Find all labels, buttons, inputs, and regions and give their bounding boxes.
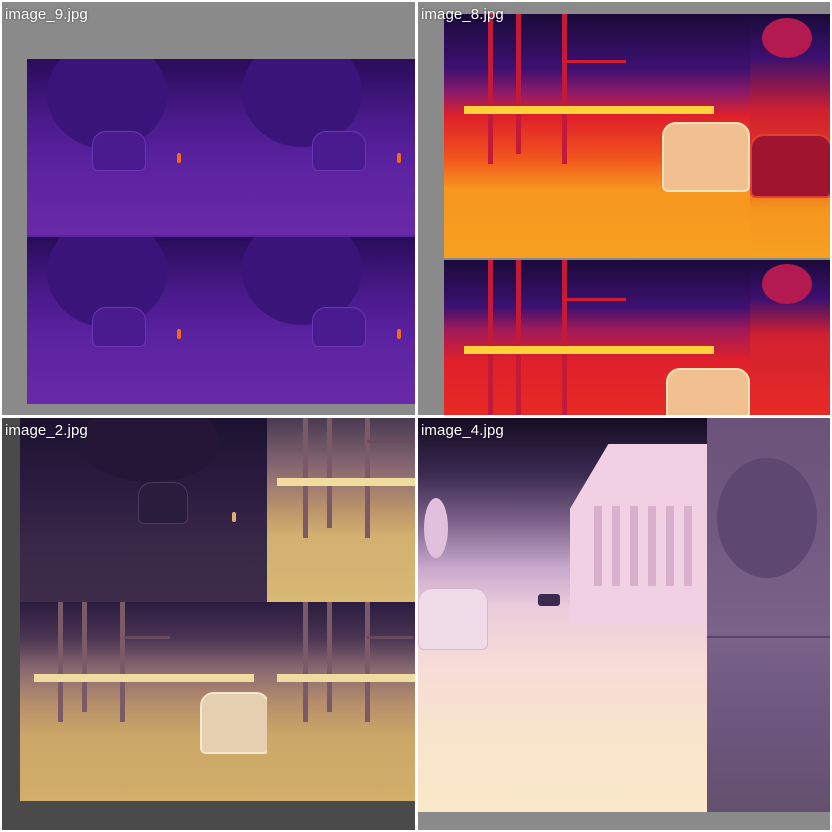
light-pole <box>82 602 87 712</box>
hot-stripe <box>464 106 714 114</box>
light-pole <box>516 14 521 154</box>
light-pole <box>562 260 567 415</box>
signal-arm <box>124 636 170 639</box>
hot-stripe <box>277 478 415 486</box>
light-pole <box>562 14 567 164</box>
image-tile-image-9[interactable]: image_9.jpg <box>2 2 415 415</box>
hot-stripe <box>277 674 415 682</box>
light-pole <box>516 260 521 415</box>
mosaic-panel <box>418 418 707 812</box>
light-pole <box>488 14 493 164</box>
car <box>662 122 750 192</box>
image-tile-image-4[interactable]: image_4.jpg <box>418 418 830 830</box>
light-pole <box>120 602 125 722</box>
thermal-image <box>444 14 830 415</box>
image-tile-image-2[interactable]: image_2.jpg <box>2 418 415 830</box>
signal-arm <box>564 60 626 63</box>
car <box>666 368 750 415</box>
palm-tree <box>762 264 812 304</box>
car <box>200 692 267 754</box>
tree-silhouette <box>424 498 448 558</box>
mosaic-panel <box>27 59 415 235</box>
hot-spot <box>232 512 236 522</box>
curb-line <box>707 636 830 638</box>
signal-arm <box>564 298 626 301</box>
mosaic-panel <box>750 260 830 415</box>
car <box>312 307 366 347</box>
thermal-image <box>27 59 415 404</box>
light-pole <box>303 602 308 722</box>
thermal-image <box>418 418 830 812</box>
hot-spot <box>177 329 181 339</box>
mosaic-panel <box>444 14 750 258</box>
mosaic-panel <box>20 602 267 801</box>
car <box>750 134 830 198</box>
tree-silhouette <box>717 458 817 578</box>
thermal-image <box>20 418 415 801</box>
mosaic-panel <box>27 237 415 404</box>
light-pole <box>365 602 370 722</box>
image-tile-image-8[interactable]: image_8.jpg <box>418 2 830 415</box>
light-pole <box>327 602 332 712</box>
building-windows <box>594 506 694 586</box>
car <box>92 307 146 347</box>
mosaic-panel <box>707 418 830 812</box>
light-pole <box>58 602 63 722</box>
palm-tree <box>762 18 812 58</box>
mosaic-panel <box>267 602 415 801</box>
mosaic-panel <box>750 14 830 258</box>
tile-caption: image_8.jpg <box>421 6 504 24</box>
hot-spot <box>397 329 401 339</box>
hot-spot <box>177 153 181 163</box>
tile-caption: image_4.jpg <box>421 422 504 440</box>
tile-caption: image_2.jpg <box>5 422 88 440</box>
car <box>92 131 146 171</box>
tree-silhouette <box>80 418 220 482</box>
car <box>312 131 366 171</box>
signal-arm <box>367 440 413 443</box>
hot-stripe <box>464 346 714 354</box>
mosaic-panel <box>20 418 267 602</box>
tile-caption: image_9.jpg <box>5 6 88 24</box>
hot-stripe <box>34 674 254 682</box>
mosaic-panel <box>267 418 415 602</box>
car <box>418 588 488 650</box>
mosaic-panel <box>444 260 750 415</box>
light-pole <box>327 418 332 528</box>
signal-arm <box>367 636 413 639</box>
car <box>538 594 560 606</box>
hot-spot <box>397 153 401 163</box>
car <box>138 482 188 524</box>
light-pole <box>488 260 493 415</box>
